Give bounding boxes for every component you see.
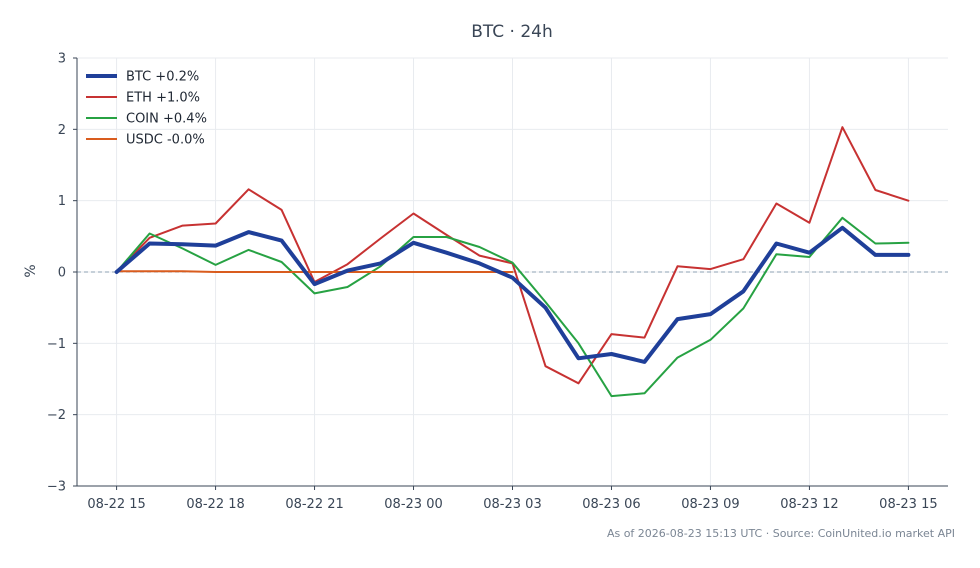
chart-title: BTC · 24h [471,22,553,42]
axes-layer: 3 2 1 0 −1 −2 −3 08-22 15 08-22 18 08-22 21 08-23 … [47,52,948,512]
x-tick-label: 08-23 12 [780,497,838,512]
y-tick-label: −3 [47,480,66,495]
x-tick-label: 08-23 15 [879,497,937,512]
legend-label: BTC +0.2% [126,70,199,85]
x-tick-label: 08-22 21 [285,497,343,512]
y-tick-label: −2 [47,408,66,423]
y-axis-label: % [23,264,39,277]
x-tick-label: 08-22 18 [186,497,244,512]
x-tick-label: 08-22 15 [87,497,145,512]
series-layer [114,126,911,398]
x-tick-label: 08-23 00 [384,497,442,512]
x-tick-label: 08-23 06 [582,497,640,512]
y-tick-label: 2 [58,123,66,138]
y-tick-label: −1 [47,337,66,352]
y-tick-label: 1 [58,194,66,209]
series-line-btc [114,225,911,364]
series-line-usdc [115,270,514,273]
legend-label: COIN +0.4% [126,112,207,127]
y-tick-label: 3 [58,52,66,67]
legend-label: USDC -0.0% [126,133,205,148]
x-tick-label: 08-23 09 [681,497,739,512]
source-footer: As of 2026-08-23 15:13 UTC · Source: Coi… [607,527,955,540]
series-line-coin [115,216,910,398]
y-tick-label: 0 [58,266,66,281]
x-tick-label: 08-23 03 [483,497,541,512]
legend: BTC +0.2% ETH +1.0% COIN +0.4% USDC -0.0% [86,70,207,148]
legend-label: ETH +1.0% [126,91,200,106]
